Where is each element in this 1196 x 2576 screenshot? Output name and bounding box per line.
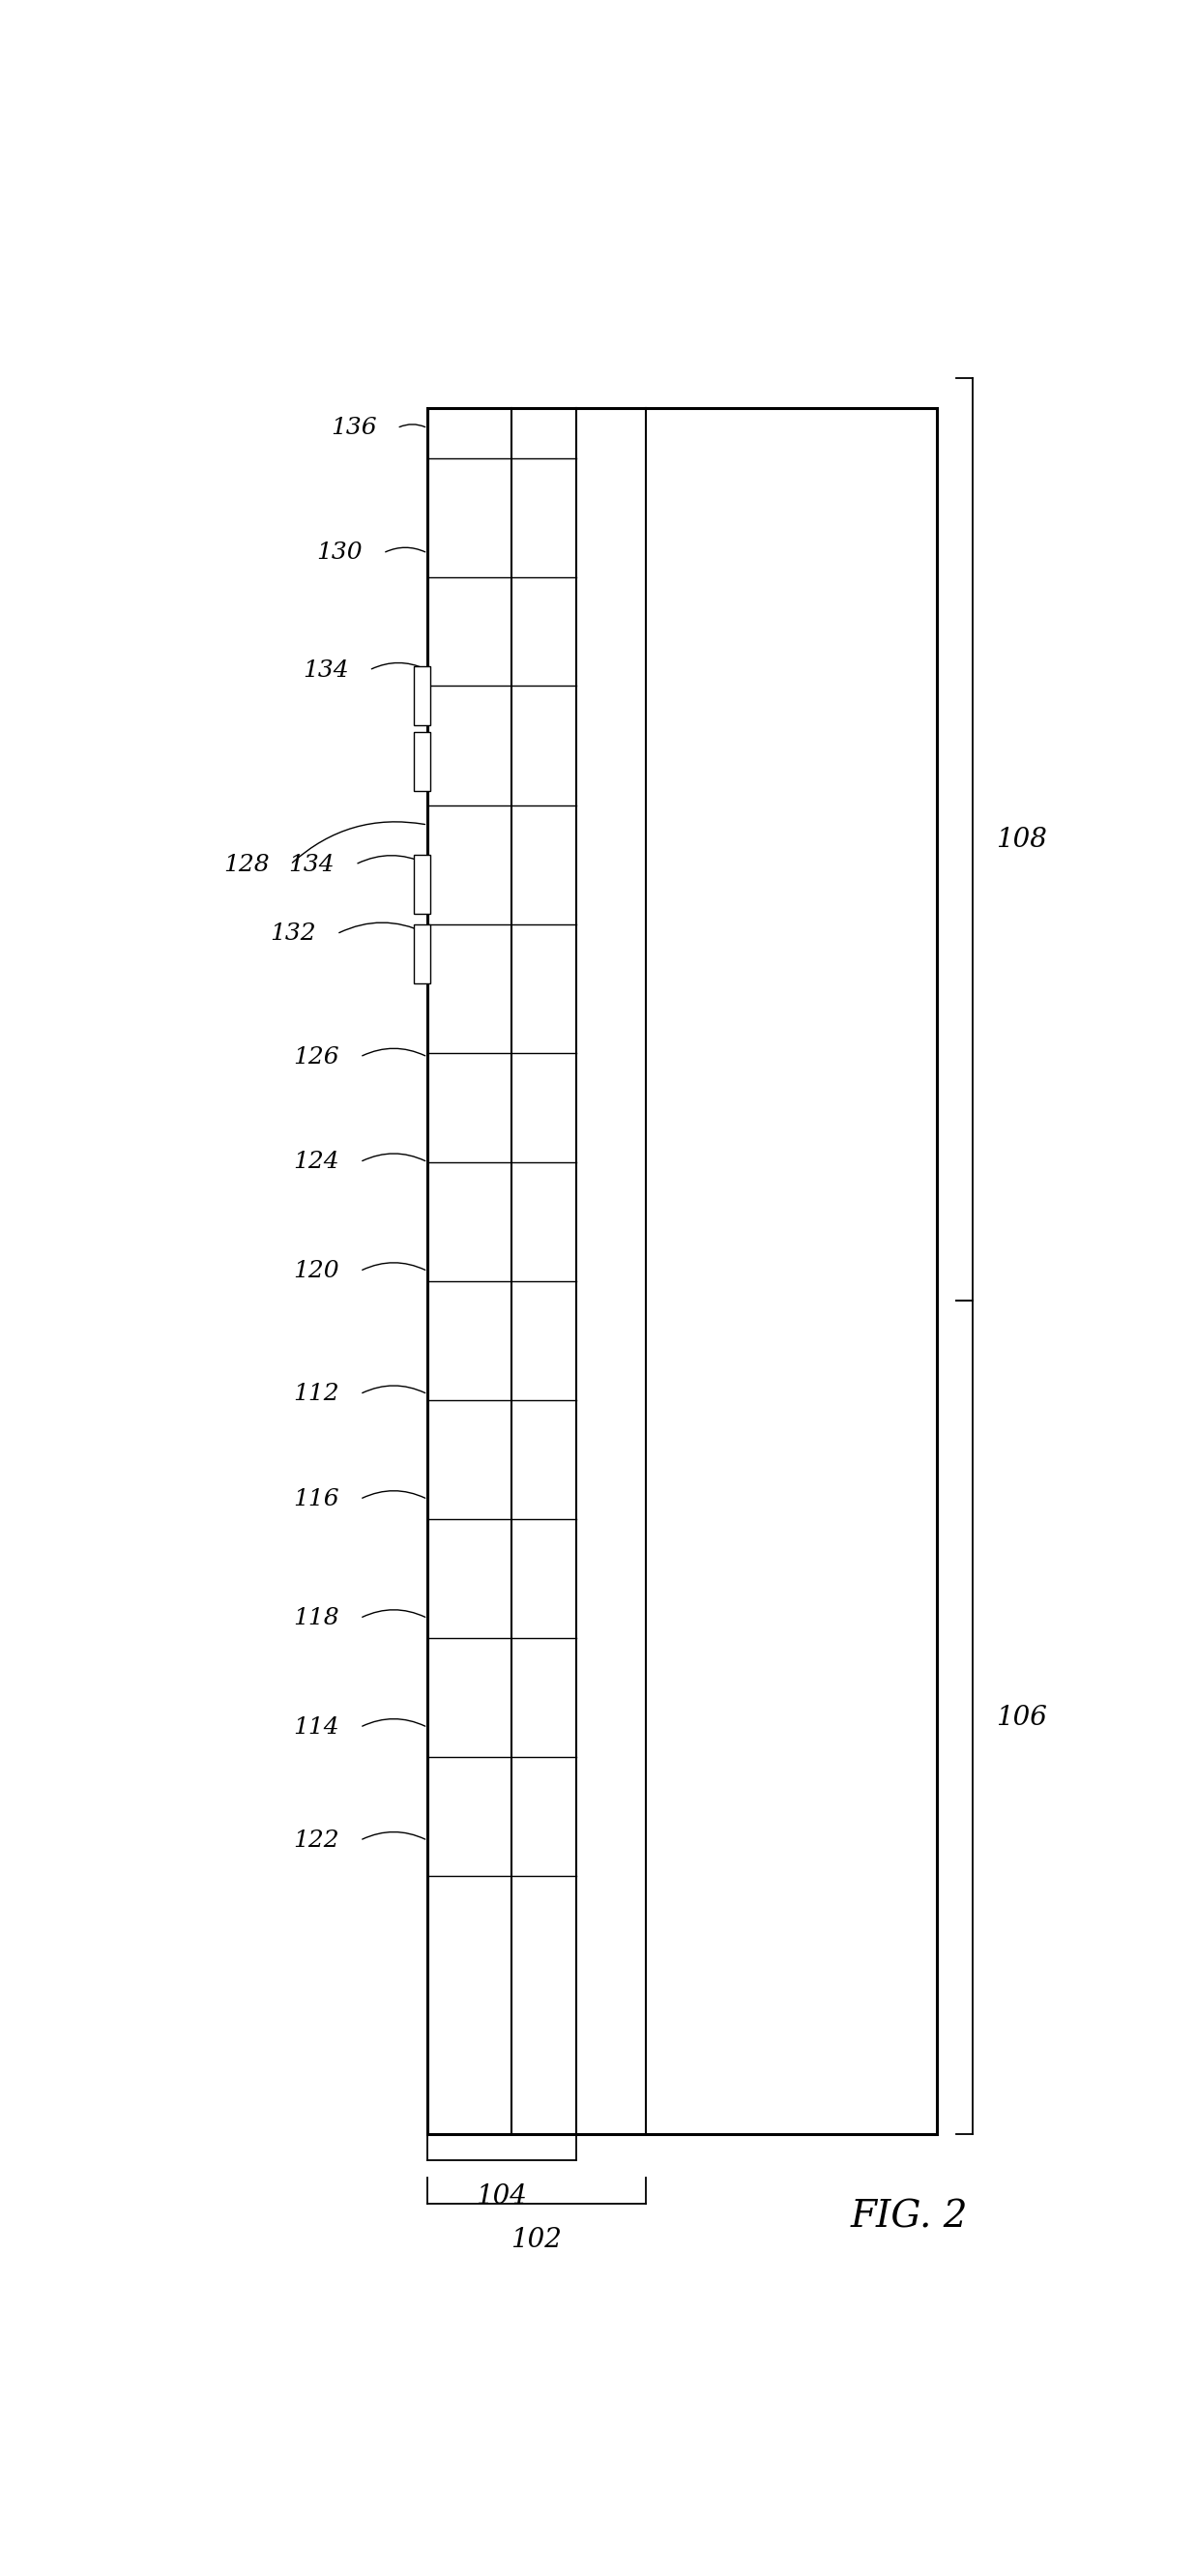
Text: 126: 126 bbox=[293, 1046, 340, 1069]
Bar bbox=[414, 667, 431, 726]
Text: 104: 104 bbox=[476, 2184, 527, 2210]
Text: 108: 108 bbox=[996, 827, 1046, 853]
Text: 114: 114 bbox=[293, 1716, 340, 1739]
Bar bbox=[414, 925, 431, 984]
Bar bbox=[414, 855, 431, 914]
Text: 118: 118 bbox=[293, 1607, 340, 1631]
Text: 130: 130 bbox=[317, 541, 362, 564]
Text: 106: 106 bbox=[996, 1705, 1046, 1731]
Text: 102: 102 bbox=[511, 2228, 562, 2254]
Text: 132: 132 bbox=[270, 922, 316, 945]
Bar bbox=[427, 407, 938, 2133]
Text: 120: 120 bbox=[293, 1260, 340, 1283]
Text: 112: 112 bbox=[293, 1383, 340, 1406]
Text: 128: 128 bbox=[224, 853, 270, 876]
Text: FIG. 2: FIG. 2 bbox=[850, 2200, 969, 2236]
Text: 136: 136 bbox=[330, 417, 377, 440]
Text: 116: 116 bbox=[293, 1489, 340, 1510]
Text: 124: 124 bbox=[293, 1151, 340, 1172]
Text: 134: 134 bbox=[303, 659, 349, 680]
Bar bbox=[414, 732, 431, 791]
Text: 122: 122 bbox=[293, 1829, 340, 1852]
Text: 134: 134 bbox=[288, 853, 335, 876]
